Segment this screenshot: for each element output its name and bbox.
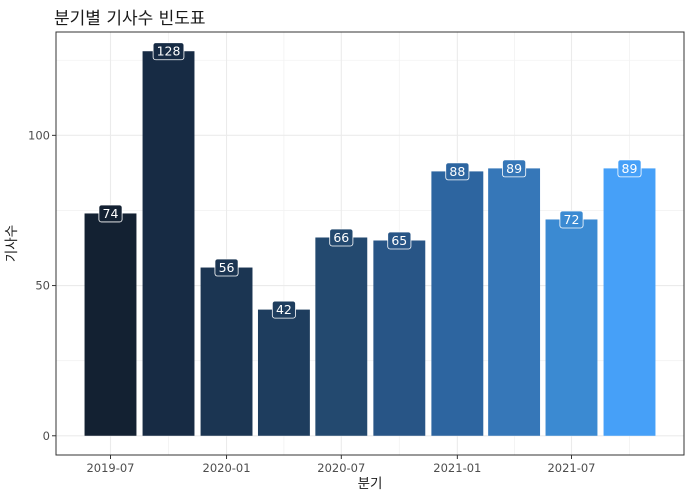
data-label: 128 [157, 44, 181, 59]
bar [545, 219, 598, 436]
data-label: 72 [564, 212, 580, 227]
y-tick-label: 50 [35, 279, 50, 293]
y-tick-label: 100 [28, 128, 50, 142]
bar [200, 267, 253, 436]
data-label: 56 [219, 260, 235, 275]
data-label-box [502, 159, 527, 178]
data-label-box [271, 300, 296, 319]
bar [603, 168, 656, 436]
x-tick-label: 2021-01 [433, 461, 481, 475]
data-label-box [387, 231, 412, 250]
x-axis-title: 분기 [358, 476, 383, 492]
data-label: 74 [103, 206, 119, 221]
bar [431, 171, 484, 436]
chart-title: 분기별 기사수 빈도표 [54, 9, 206, 29]
data-label-box [214, 258, 239, 277]
bar [315, 237, 368, 436]
x-tick-label: 2019-07 [86, 461, 134, 475]
bar [84, 213, 137, 436]
bar [488, 168, 541, 436]
data-label: 42 [276, 302, 292, 317]
data-label-box [559, 210, 584, 229]
data-label: 89 [506, 161, 522, 176]
data-label-box [329, 228, 354, 247]
data-label-box [98, 204, 123, 223]
data-label-box [617, 159, 642, 178]
x-tick-label: 2020-01 [203, 461, 251, 475]
x-tick-label: 2021-07 [547, 461, 595, 475]
bar [142, 51, 195, 436]
data-label: 66 [333, 230, 349, 245]
data-label: 65 [391, 233, 407, 248]
bar [257, 309, 310, 436]
plot-border [55, 31, 685, 456]
data-label-box [152, 42, 185, 61]
y-tick-label: 0 [43, 429, 50, 443]
y-axis-title: 기사수 [4, 225, 20, 262]
data-label-box [445, 162, 470, 181]
x-tick-label: 2020-07 [317, 461, 365, 475]
bar [373, 240, 426, 436]
data-label: 88 [449, 164, 465, 179]
data-label: 89 [622, 161, 638, 176]
